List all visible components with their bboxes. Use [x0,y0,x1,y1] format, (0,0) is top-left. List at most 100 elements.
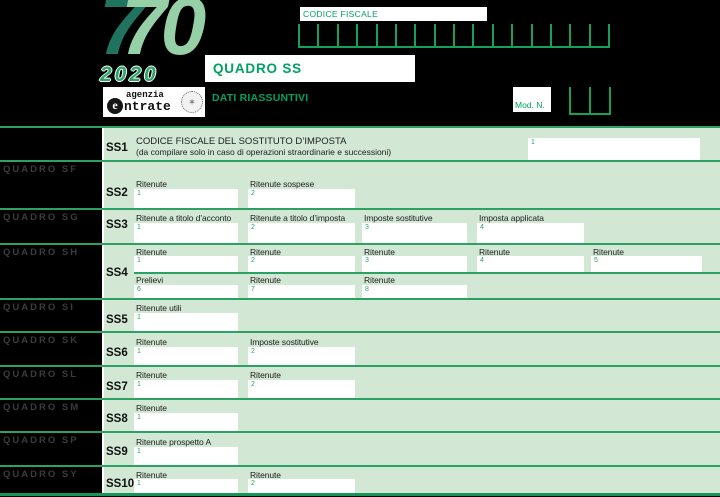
section-separator-line [0,160,720,162]
field-box-ss4-2[interactable]: 2 [248,256,355,272]
field-box-ss6-1[interactable]: 1 [134,347,238,365]
sidebar-item-ss3: QUADRO SG [3,212,80,223]
row-code-ss7: SS7 [106,381,128,393]
field-box-ss4-6[interactable]: 6 [134,285,238,298]
field-box-ss3-4[interactable]: 4 [477,223,584,243]
field-box-ss1-1[interactable]: 1 [528,138,700,160]
field-number: 2 [251,348,255,355]
field-label: Ritenute sospese [250,179,315,189]
field-label: Imposte sostitutive [250,337,319,347]
field-label: Ritenute [364,247,395,257]
republic-emblem-icon: ✶ [181,91,203,113]
agenzia-entrate-logo-icon: e [107,98,123,114]
codice-fiscale-cell[interactable] [317,24,336,46]
field-box-ss4-5[interactable]: 5 [591,256,702,272]
field-box-ss7-2[interactable]: 2 [248,380,355,398]
codice-fiscale-cell[interactable] [375,24,395,46]
field-label: Ritenute [136,470,167,480]
mod-n-cell[interactable] [569,87,589,113]
field-box-ss7-1[interactable]: 1 [134,380,238,398]
field-label: Ritenute prospetto A [136,437,212,447]
field-box-ss3-2[interactable]: 2 [248,223,355,243]
codice-fiscale-cell[interactable] [414,24,433,46]
field-box-ss6-2[interactable]: 2 [248,347,355,365]
row-code-ss5: SS5 [106,314,128,326]
row-code-ss8: SS8 [106,413,128,425]
row-code-ss10: SS10 [106,478,135,490]
field-box-ss3-3[interactable]: 3 [362,223,467,243]
field-box-ss5-1[interactable]: 1 [134,313,238,331]
field-label: Ritenute [136,403,167,413]
logo-770-light-digits: 70 [121,0,206,72]
field-box-ss4-7[interactable]: 7 [248,285,355,298]
section-separator-line [0,243,720,245]
sidebar-item-ss5: QUADRO SI [3,302,75,313]
field-box-ss9-1[interactable]: 1 [134,447,238,465]
sidebar-item-ss8: QUADRO SM [3,402,81,413]
codice-fiscale-cell[interactable] [394,24,414,46]
field-label: Ritenute [250,275,281,285]
codice-fiscale-cell[interactable] [491,24,511,46]
mod-n-cell[interactable] [589,87,611,113]
codice-fiscale-cell[interactable] [356,24,375,46]
codice-fiscale-cell[interactable] [336,24,356,46]
field-box-ss2-1[interactable]: 1 [134,189,238,208]
form-bottom-line [0,493,720,496]
section-separator-line [0,298,720,300]
field-number: 1 [137,257,141,264]
sidebar-divider [102,126,104,496]
row-code-ss3: SS3 [106,219,128,231]
field-number: 1 [137,414,141,421]
field-label: Ritenute a titolo d’acconto [136,213,232,223]
sidebar-item-ss10: QUADRO SY [3,469,79,480]
logo-year: 2020 [100,63,159,86]
field-number: 1 [137,314,141,321]
field-label: Ritenute [136,247,167,257]
field-box-ss10-2[interactable]: 2 [248,479,355,493]
field-number: 4 [480,257,484,264]
codice-fiscale-comb-field[interactable] [298,24,610,48]
field-number: 1 [531,139,535,146]
field-box-ss4-8[interactable]: 8 [362,285,467,298]
field-box-ss2-2[interactable]: 2 [248,189,355,208]
codice-fiscale-cell[interactable] [298,24,317,46]
agency-name-line1: agenzia [126,90,164,100]
codice-fiscale-cell[interactable] [472,24,491,46]
field-number: 1 [137,224,141,231]
field-box-ss3-1[interactable]: 1 [134,223,238,243]
codice-fiscale-cell[interactable] [453,24,472,46]
field-number: 3 [365,224,369,231]
field-number: 4 [480,224,484,231]
field-title: CODICE FISCALE DEL SOSTITUTO D’IMPOSTA [136,136,347,147]
field-box-ss10-1[interactable]: 1 [134,479,238,493]
logo-770-dark-digit: 7 [99,0,145,72]
row-code-ss9: SS9 [106,446,128,458]
mod-n-label: Mod. N. [515,100,545,110]
codice-fiscale-cell[interactable] [433,24,453,46]
codice-fiscale-cell[interactable] [530,24,550,46]
field-box-ss8-1[interactable]: 1 [134,413,238,431]
field-number: 2 [251,480,255,487]
codice-fiscale-cell[interactable] [569,24,588,46]
mod-n-comb-field[interactable] [569,87,611,115]
field-box-ss4-4[interactable]: 4 [477,256,584,272]
codice-fiscale-cell[interactable] [549,24,569,46]
field-number: 3 [365,257,369,264]
field-number: 2 [251,381,255,388]
sidebar-item-ss6: QUADRO SK [3,335,80,346]
field-label: Ritenute [250,247,281,257]
sidebar-item-ss4: QUADRO SH [3,247,80,258]
section-separator-line [0,365,720,367]
field-box-ss4-3[interactable]: 3 [362,256,467,272]
codice-fiscale-cell[interactable] [511,24,530,46]
section-separator-line [0,331,720,333]
field-number: 1 [137,381,141,388]
field-number: 1 [137,348,141,355]
section-separator-line [0,431,720,433]
ss4-inner-separator-line [134,272,720,274]
field-box-ss4-1[interactable]: 1 [134,256,238,272]
codice-fiscale-cell[interactable] [588,24,610,46]
field-label: Ritenute [136,179,167,189]
field-label: Ritenute [593,247,624,257]
